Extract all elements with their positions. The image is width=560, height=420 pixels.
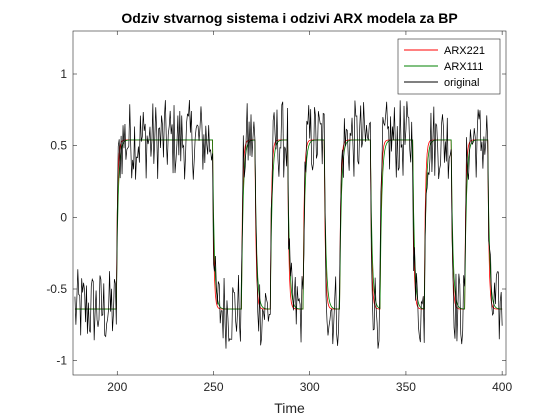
legend-label-arx221: ARX221 [444,45,485,57]
x-tick-label: 250 [203,380,223,394]
y-tick-label: 0 [60,210,67,224]
series-original-line [74,99,503,349]
axes-box [72,30,507,376]
x-tick-label: 350 [396,380,416,394]
legend-label-original: original [444,77,479,89]
ticks-layer: 200 250 300 350 400 -1 -0.5 0 0.5 1 [46,31,512,394]
y-tick-label: 1 [60,67,67,81]
chart-title: Odziv stvarnog sistema i odzivi ARX mode… [121,10,457,26]
series-layer [74,99,503,349]
y-tick-label: -1 [56,354,67,368]
y-tick-label: -0.5 [46,282,67,296]
legend: ARX221 ARX111 original [397,38,501,95]
legend-label-arx111: ARX111 [444,61,483,73]
x-axis-label: Time [274,400,305,416]
y-tick-label: 0.5 [50,139,67,153]
x-tick-label: 200 [107,380,127,394]
x-tick-label: 300 [300,380,320,394]
x-tick-label: 400 [492,380,512,394]
